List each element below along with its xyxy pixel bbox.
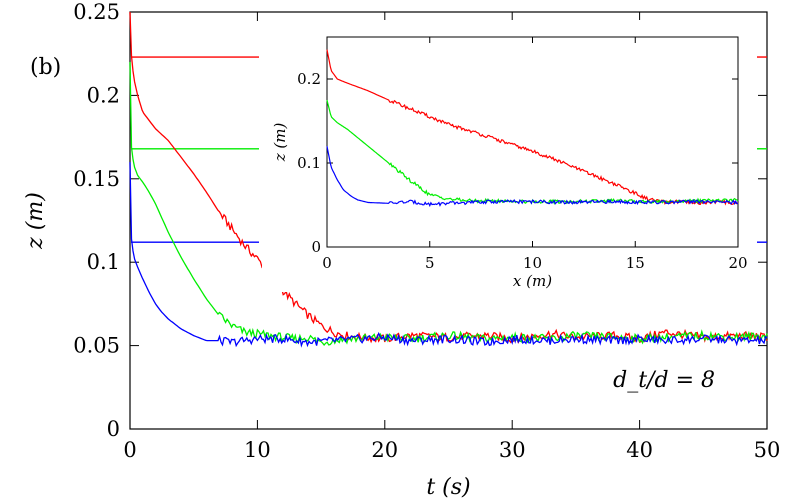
x-tick-label: 20 (371, 438, 398, 462)
inset-x-axis-label: x (m) (513, 272, 552, 290)
inset-y-axis-label: z (m) (271, 123, 289, 163)
y-tick-label: 0.25 (73, 0, 120, 24)
x-tick-label: 40 (626, 438, 653, 462)
inset-x-tick-label: 10 (523, 254, 542, 272)
x-tick-label: 50 (754, 438, 781, 462)
series-line-blue (129, 162, 768, 348)
x-tick-label: 30 (499, 438, 526, 462)
inset-y-tick-label: 0 (311, 238, 321, 256)
inset-series-line-blue (326, 146, 739, 208)
inset-x-tick-label: 20 (728, 254, 747, 272)
inset-chart: 0 5 10 15 20 0 0.1 0.2 x (m) z (m) (262, 20, 754, 292)
inset-x-tick-label: 5 (425, 254, 435, 272)
y-tick-label: 0.05 (73, 334, 120, 358)
main-plot-frame (129, 11, 768, 430)
inset-series-line-red (326, 49, 739, 206)
x-tick-label: 10 (244, 438, 271, 462)
panel-label: (b) (30, 55, 61, 80)
inset-x-tick-label: 15 (626, 254, 645, 272)
y-tick-label: 0.1 (87, 250, 120, 274)
inset-y-tick-label: 0.1 (297, 154, 321, 172)
inset-y-tick-label: 0.2 (297, 70, 321, 88)
ratio-annotation: d_t/d = 8 (613, 368, 715, 393)
y-tick-label: 0 (107, 417, 120, 441)
inset-x-tick-label: 0 (322, 254, 332, 272)
series-line-green (129, 61, 768, 347)
x-axis-label: t (s) (426, 475, 470, 500)
y-tick-label: 0.2 (87, 83, 120, 107)
x-tick-label: 0 (123, 438, 136, 462)
y-axis-label: z (m) (23, 192, 48, 250)
y-tick-label: 0.15 (73, 167, 120, 191)
inset-background (262, 20, 754, 292)
